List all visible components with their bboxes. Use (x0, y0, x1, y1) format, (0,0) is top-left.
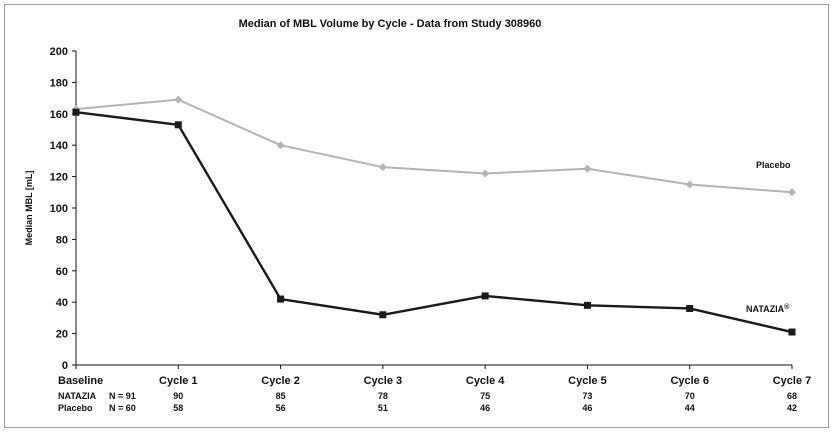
x-tick-label: Cycle 2 (261, 375, 300, 387)
series-line (75, 98, 793, 194)
n-cell: 73 (582, 391, 592, 401)
y-tick-label: 80 (56, 234, 68, 246)
n-cell: 75 (480, 391, 490, 401)
x-tick-label: Cycle 4 (466, 375, 505, 387)
x-tick-label: Cycle 6 (670, 375, 709, 387)
series-layer: Placebo NATAZIA® (72, 95, 796, 336)
n-cell: 51 (378, 403, 388, 413)
n-row-label: NATAZIA (58, 391, 97, 401)
y-tick-label: 180 (50, 77, 68, 89)
y-tick-label: 160 (50, 109, 68, 121)
data-point (685, 180, 694, 189)
data-point (277, 295, 285, 303)
n-cell: 42 (787, 403, 797, 413)
series-line (75, 111, 793, 334)
y-tick-label: 200 (50, 46, 68, 58)
y-tick-label: 40 (56, 297, 68, 309)
data-point (481, 292, 489, 300)
n-cell: 85 (276, 391, 286, 401)
y-tick-label: 60 (56, 266, 68, 278)
n-row-baseline-n: N = 91 (109, 391, 136, 401)
n-cell: 46 (480, 403, 490, 413)
n-cell: 46 (582, 403, 592, 413)
y-axis-label: Median MBL [mL] (24, 171, 34, 246)
data-point (481, 169, 490, 178)
n-cell: 68 (787, 391, 797, 401)
n-cell: 70 (685, 391, 695, 401)
y-tick-label: 120 (50, 172, 68, 184)
n-cell: 44 (685, 403, 695, 413)
data-point (276, 141, 285, 150)
data-point (378, 163, 387, 172)
series-natazia (72, 108, 796, 336)
data-point (788, 328, 796, 336)
data-point (788, 188, 796, 197)
x-tick-label: Cycle 3 (364, 375, 403, 387)
series-placebo (72, 95, 796, 197)
chart-frame (4, 4, 829, 428)
y-tick-label: 100 (50, 203, 68, 215)
n-row-label: Placebo (58, 403, 93, 413)
series-label-placebo: Placebo (756, 160, 791, 170)
y-tick-label: 140 (50, 140, 68, 152)
y-tick-label: 20 (56, 329, 68, 341)
x-tick-label: Baseline (58, 375, 103, 387)
data-point (583, 301, 591, 309)
data-point (686, 304, 694, 312)
data-point (379, 311, 387, 319)
data-point (174, 95, 183, 104)
y-tick-label: 0 (62, 360, 68, 372)
axes: 0 20 40 60 80 100 120 140 160 180 200 Baseline Cycle… (50, 46, 812, 387)
n-cell: 78 (378, 391, 388, 401)
n-cell: 58 (173, 403, 183, 413)
data-point (583, 164, 592, 173)
registered-mark: ® (784, 303, 790, 311)
series-label-natazia-name: NATAZIA (746, 304, 785, 314)
series-label-natazia: NATAZIA® (746, 303, 790, 314)
n-table: NATAZIA N = 91 90 85 78 75 73 70 68 Placebo N = 60… (58, 391, 797, 413)
data-point (72, 108, 80, 116)
x-tick-label: Cycle 1 (159, 375, 198, 387)
chart-title: Median of MBL Volume by Cycle - Data fro… (239, 18, 542, 30)
n-row-baseline-n: N = 60 (109, 403, 136, 413)
x-tick-label: Cycle 5 (568, 375, 607, 387)
x-tick-label: Cycle 7 (773, 375, 812, 387)
n-cell: 56 (276, 403, 286, 413)
data-point (174, 121, 182, 129)
n-cell: 90 (173, 391, 183, 401)
